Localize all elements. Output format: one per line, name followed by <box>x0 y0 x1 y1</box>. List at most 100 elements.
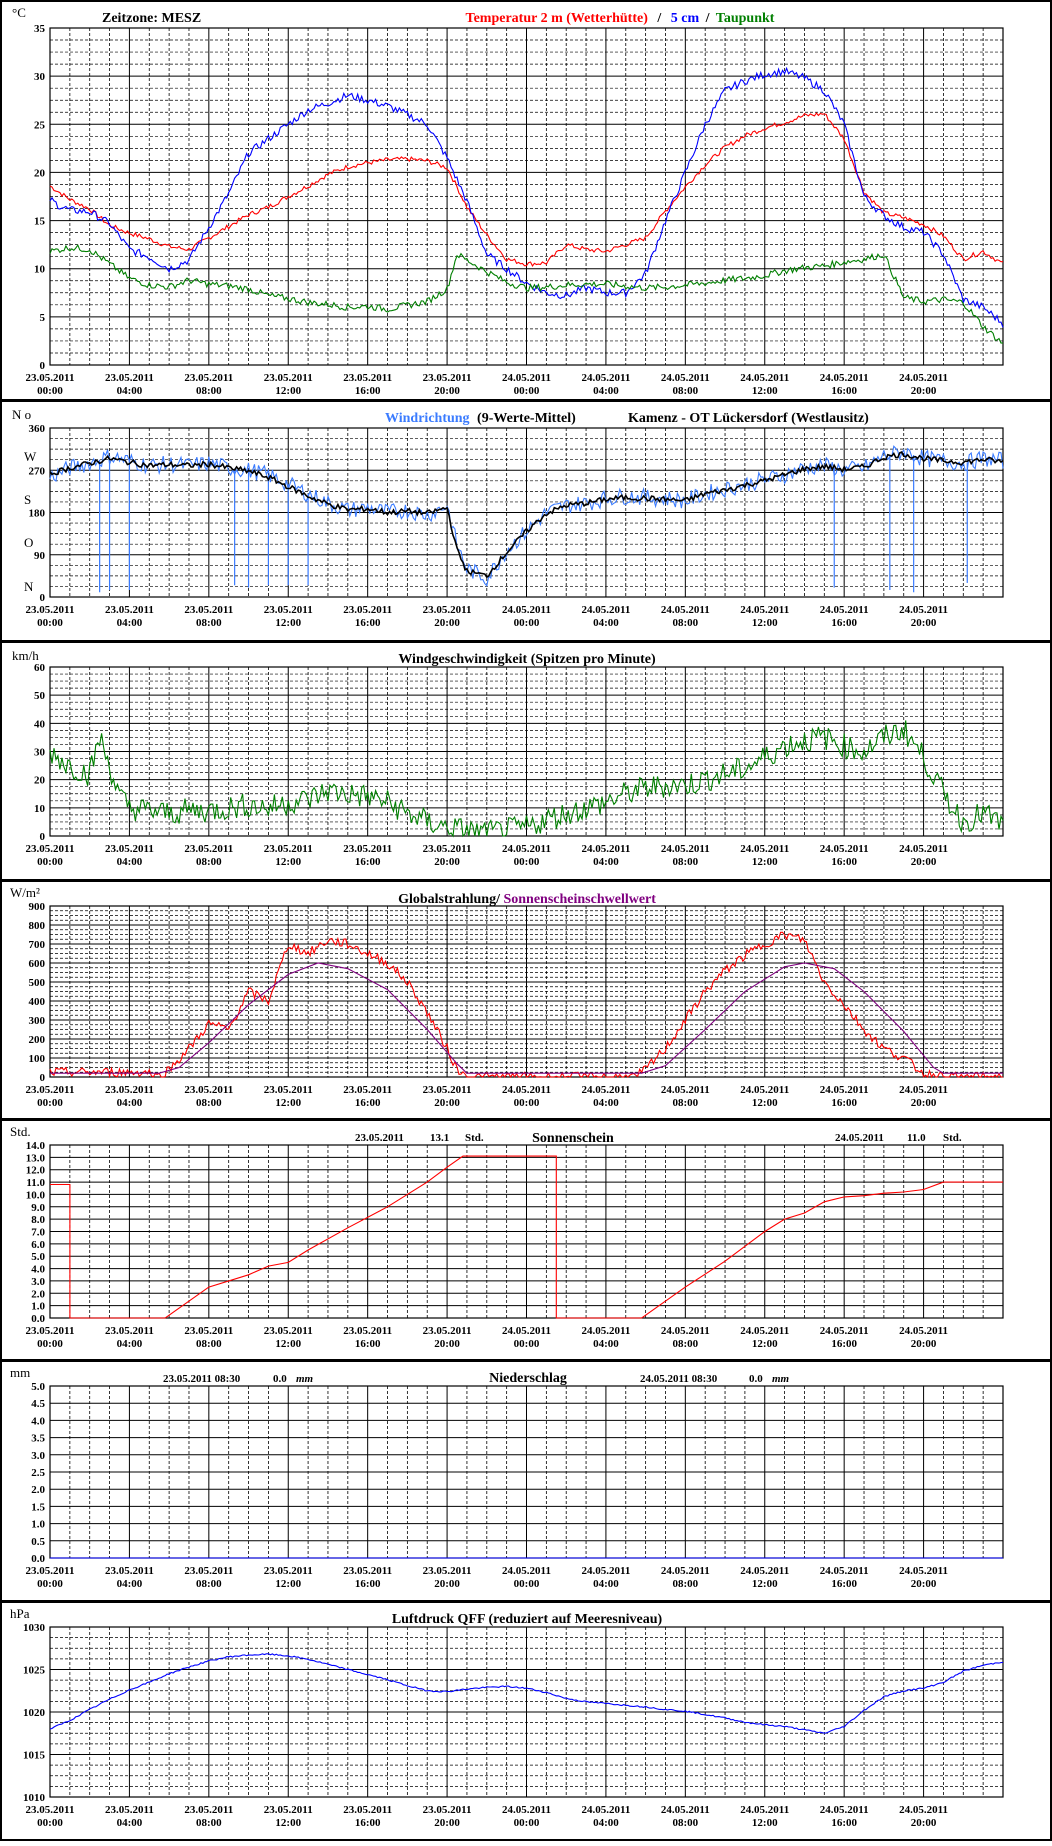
y-tick-label: 0 <box>40 1072 46 1084</box>
x-tick-date: 24.05.2011 <box>820 1084 869 1096</box>
plot-border <box>49 427 1004 598</box>
y-tick-label: 4.0 <box>31 1264 45 1276</box>
precipitation-unit-label: mm <box>10 1365 30 1380</box>
x-tick-time: 16:00 <box>355 1097 381 1109</box>
x-tick-date: 23.05.2011 <box>343 1084 392 1096</box>
pressure-panel-frame <box>0 1601 1052 1841</box>
x-tick-time: 20:00 <box>911 1817 937 1829</box>
x-tick-date: 23.05.2011 <box>264 604 313 616</box>
x-tick-time: 08:00 <box>196 856 222 868</box>
x-tick-date: 23.05.2011 <box>26 1804 75 1816</box>
y-tick-label: 0.5 <box>31 1536 45 1548</box>
x-tick-time: 12:00 <box>275 385 301 397</box>
x-tick-date: 24.05.2011 <box>581 843 630 855</box>
y-tick-label: 10 <box>34 264 46 276</box>
wind-direction-panel: 09018027036023.05.201100:0023.05.201104:… <box>0 400 1052 642</box>
x-tick-time: 08:00 <box>196 1097 222 1109</box>
x-tick-time: 20:00 <box>434 617 460 629</box>
x-tick-time: 12:00 <box>275 856 301 868</box>
y-tick-label: 0 <box>40 360 46 372</box>
x-tick-date: 23.05.2011 <box>26 372 75 384</box>
x-tick-date: 23.05.2011 <box>423 372 472 384</box>
temperature-panel: 0510152025303523.05.201100:0023.05.20110… <box>0 0 1052 401</box>
x-tick-time: 12:00 <box>752 1817 778 1829</box>
x-tick-date: 24.05.2011 <box>820 372 869 384</box>
x-tick-time: 08:00 <box>196 1578 222 1590</box>
x-tick-date: 24.05.2011 <box>661 1325 710 1337</box>
x-tick-date: 24.05.2011 <box>661 1804 710 1816</box>
temperature-title-slash1: / <box>656 11 662 26</box>
x-tick-date: 24.05.2011 <box>820 843 869 855</box>
x-tick-time: 04:00 <box>593 385 619 397</box>
x-tick-date: 24.05.2011 <box>899 1565 948 1577</box>
y-tick-label: 50 <box>34 690 46 702</box>
y-tick-label: 5 <box>40 312 46 324</box>
y-tick-label: 500 <box>29 977 46 989</box>
x-tick-time: 08:00 <box>672 617 698 629</box>
radiation-unit-label: W/m² <box>10 885 40 900</box>
x-tick-date: 23.05.2011 <box>184 1804 233 1816</box>
x-tick-date: 24.05.2011 <box>740 1804 789 1816</box>
y-tick-label: 2.0 <box>31 1288 45 1300</box>
x-tick-date: 24.05.2011 <box>740 1565 789 1577</box>
x-tick-time: 04:00 <box>117 1578 143 1590</box>
x-tick-time: 16:00 <box>831 1097 857 1109</box>
pressure-panel: 1010101510201025103023.05.201100:0023.05… <box>0 1601 1052 1841</box>
wind-speed-title: Windgeschwindigkeit (Spitzen pro Minute) <box>398 652 656 667</box>
y-tick-label: 10 <box>34 803 46 815</box>
x-tick-time: 04:00 <box>117 856 143 868</box>
x-tick-time: 20:00 <box>911 856 937 868</box>
x-tick-date: 23.05.2011 <box>26 1565 75 1577</box>
y-tick-label: 3.0 <box>31 1450 45 1462</box>
x-tick-time: 12:00 <box>752 856 778 868</box>
x-tick-time: 00:00 <box>514 617 540 629</box>
wind-direction-title-blue: Windrichtung <box>385 411 470 426</box>
y-tick-label: 1030 <box>23 1622 46 1634</box>
x-tick-date: 23.05.2011 <box>343 604 392 616</box>
sunshine-plot: 0.01.02.03.04.05.06.07.08.09.010.011.012… <box>26 1140 1004 1350</box>
station-title: Kamenz - OT Lückersdorf (Westlausitz) <box>628 411 869 426</box>
x-tick-time: 12:00 <box>752 617 778 629</box>
y-tick-label: 800 <box>29 920 46 932</box>
x-tick-time: 20:00 <box>911 385 937 397</box>
x-tick-time: 00:00 <box>37 1097 63 1109</box>
x-tick-time: 04:00 <box>593 1097 619 1109</box>
x-tick-date: 24.05.2011 <box>899 1325 948 1337</box>
y-tick-label: 6.0 <box>31 1239 45 1251</box>
x-tick-date: 23.05.2011 <box>105 843 154 855</box>
x-tick-time: 04:00 <box>117 1338 143 1350</box>
y-tick-label: 2.5 <box>31 1467 45 1479</box>
x-tick-date: 23.05.2011 <box>184 604 233 616</box>
series-line <box>49 450 1004 579</box>
x-tick-date: 23.05.2011 <box>184 843 233 855</box>
y-tick-label: 9.0 <box>31 1202 45 1214</box>
x-tick-date: 24.05.2011 <box>502 1325 551 1337</box>
x-tick-time: 00:00 <box>514 385 540 397</box>
x-tick-time: 12:00 <box>752 1578 778 1590</box>
wind-speed-panel: 010203040506023.05.201100:0023.05.201104… <box>0 641 1052 881</box>
x-tick-date: 24.05.2011 <box>899 372 948 384</box>
x-tick-date: 24.05.2011 <box>661 1084 710 1096</box>
x-tick-date: 24.05.2011 <box>740 372 789 384</box>
y-tick-label: 15 <box>34 216 46 228</box>
x-tick-date: 24.05.2011 <box>661 1565 710 1577</box>
y-tick-label: 1.0 <box>31 1519 45 1531</box>
x-tick-date: 23.05.2011 <box>423 1084 472 1096</box>
precipitation-day1-unit: mm <box>296 1373 314 1385</box>
x-tick-date: 23.05.2011 <box>423 1565 472 1577</box>
x-tick-time: 12:00 <box>275 617 301 629</box>
x-tick-date: 24.05.2011 <box>502 843 551 855</box>
x-tick-date: 23.05.2011 <box>184 1325 233 1337</box>
y-tick-label: 270 <box>29 465 46 477</box>
x-tick-date: 24.05.2011 <box>661 843 710 855</box>
sunshine-day1-date: 23.05.2011 <box>355 1132 404 1144</box>
temperature-title-slash2: / <box>705 11 711 26</box>
sunshine-day2-unit: Std. <box>943 1132 962 1144</box>
y-tick-label: 1010 <box>23 1792 46 1804</box>
series-line <box>50 962 1003 1074</box>
wind-direction-compass-w: W <box>24 449 37 464</box>
x-tick-date: 24.05.2011 <box>502 1804 551 1816</box>
x-tick-time: 12:00 <box>275 1338 301 1350</box>
x-tick-time: 20:00 <box>434 1338 460 1350</box>
temperature-title-green: Taupunkt <box>716 11 775 26</box>
